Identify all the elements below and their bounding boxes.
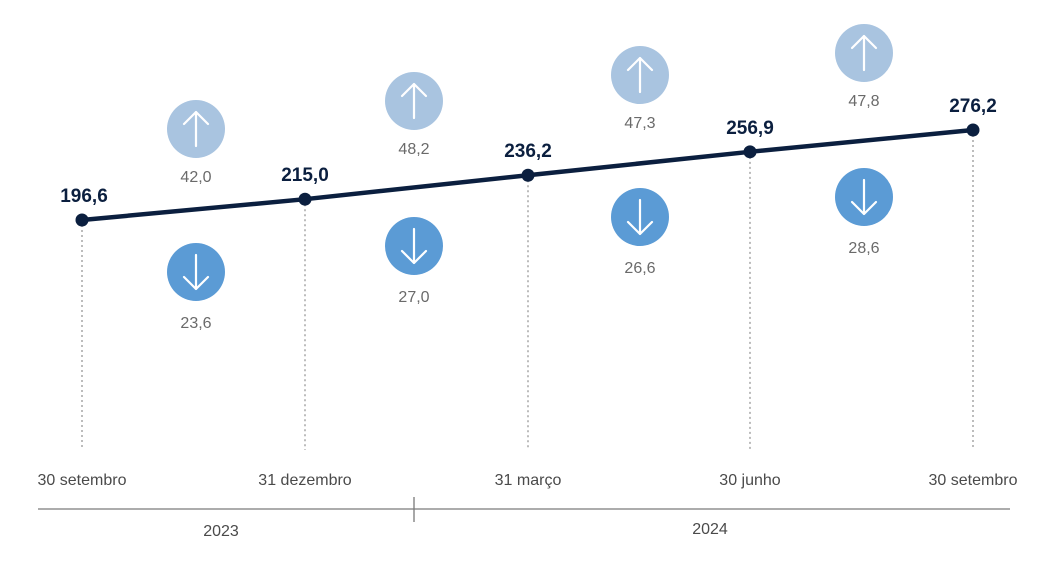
outflow-label: 27,0 bbox=[398, 289, 429, 306]
year-label: 2023 bbox=[203, 523, 239, 540]
value-label: 236,2 bbox=[504, 141, 552, 162]
data-point bbox=[521, 168, 535, 182]
arrow-up-icon bbox=[611, 46, 669, 104]
arrow-glyph bbox=[182, 110, 210, 148]
year-label: 2024 bbox=[692, 521, 728, 538]
arrow-glyph bbox=[400, 227, 428, 265]
data-point bbox=[966, 123, 980, 137]
inflow-label: 47,8 bbox=[848, 93, 879, 110]
arrow-glyph bbox=[400, 82, 428, 120]
inflow-label: 47,3 bbox=[624, 115, 655, 132]
value-label: 256,9 bbox=[726, 118, 774, 139]
arrow-down-icon bbox=[167, 243, 225, 301]
outflow-label: 26,6 bbox=[624, 260, 655, 277]
date-tick-label: 30 setembro bbox=[929, 472, 1018, 489]
arrow-down-icon bbox=[611, 188, 669, 246]
arrow-down-icon bbox=[385, 217, 443, 275]
date-tick-label: 31 março bbox=[495, 472, 562, 489]
date-tick-label: 30 junho bbox=[719, 472, 780, 489]
arrow-up-icon bbox=[385, 72, 443, 130]
data-point bbox=[743, 145, 757, 159]
value-label: 276,2 bbox=[949, 96, 997, 117]
outflow-label: 23,6 bbox=[180, 315, 211, 332]
arrow-up-icon bbox=[167, 100, 225, 158]
arrow-glyph bbox=[850, 178, 878, 216]
arrow-glyph bbox=[850, 34, 878, 72]
arrow-up-icon bbox=[835, 24, 893, 82]
outflow-label: 28,6 bbox=[848, 240, 879, 257]
arrow-glyph bbox=[626, 198, 654, 236]
arrow-down-icon bbox=[835, 168, 893, 226]
data-point bbox=[75, 213, 89, 227]
date-tick-label: 31 dezembro bbox=[258, 472, 351, 489]
inflow-label: 42,0 bbox=[180, 169, 211, 186]
date-tick-label: 30 setembro bbox=[38, 472, 127, 489]
arrow-glyph bbox=[182, 253, 210, 291]
value-label: 196,6 bbox=[60, 186, 108, 207]
arrow-glyph bbox=[626, 56, 654, 94]
value-label: 215,0 bbox=[281, 165, 329, 186]
inflow-label: 48,2 bbox=[398, 141, 429, 158]
data-point bbox=[298, 192, 312, 206]
